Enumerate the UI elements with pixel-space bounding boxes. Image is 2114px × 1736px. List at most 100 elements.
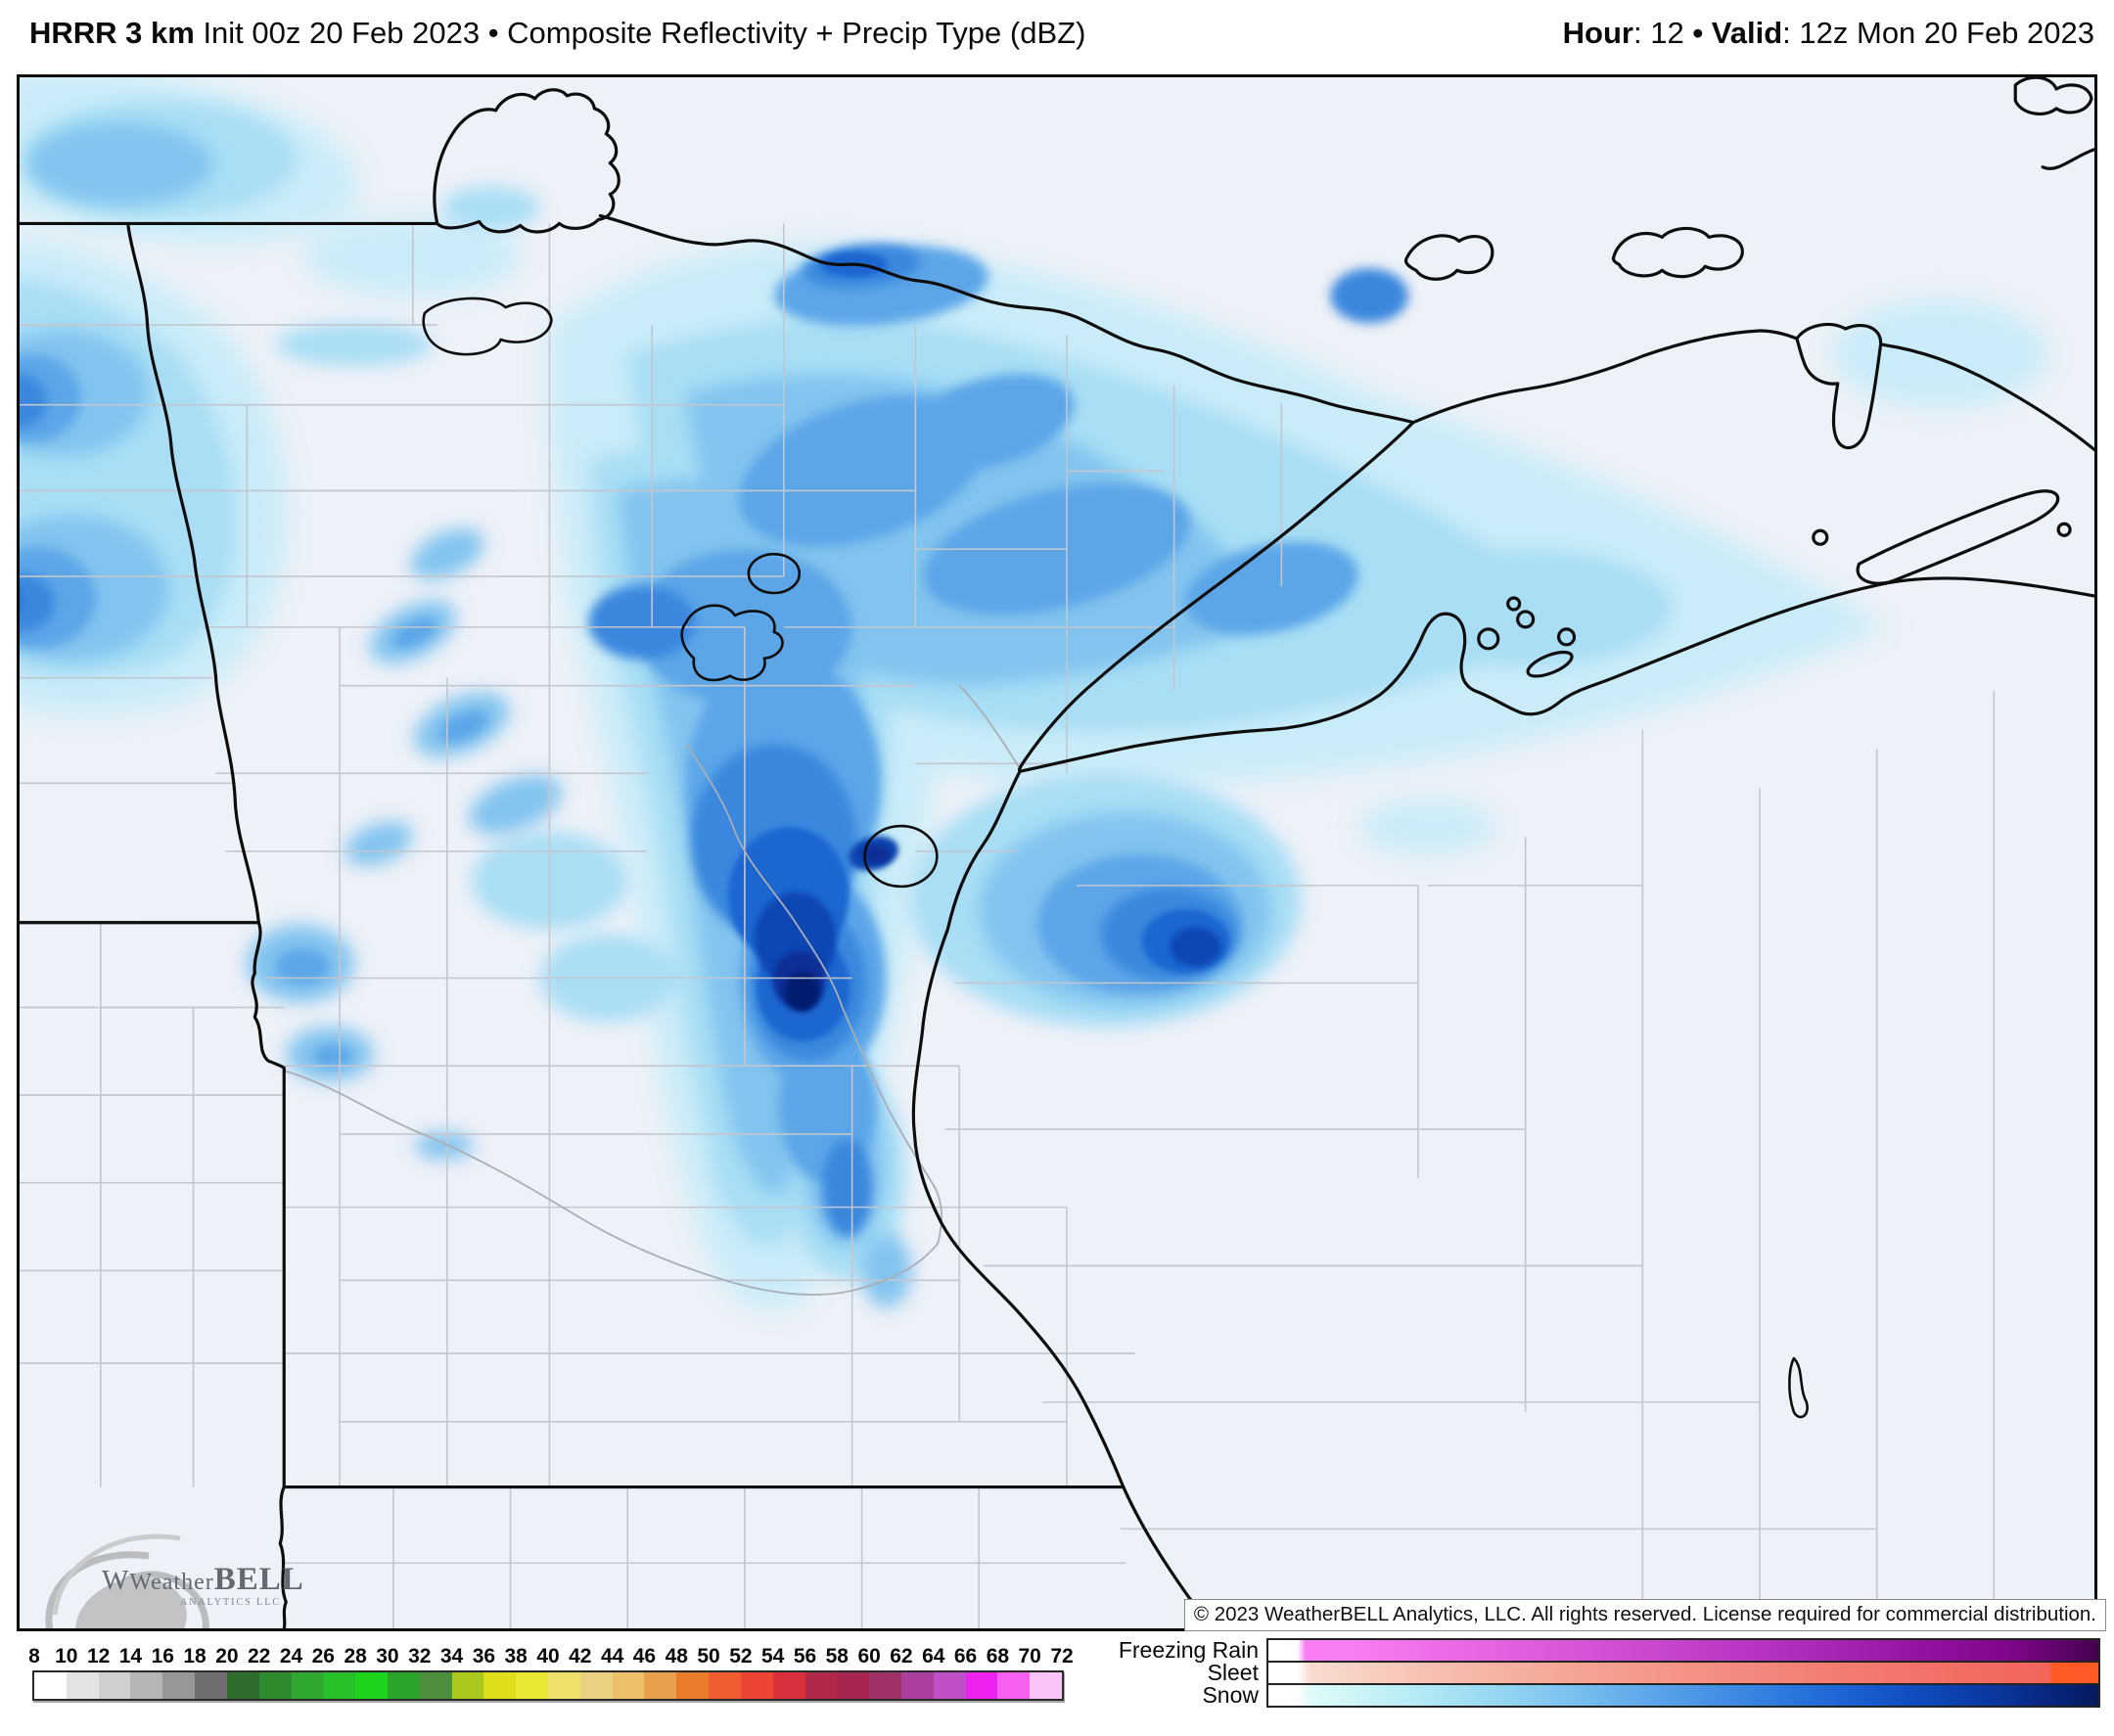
dbz-color-segment bbox=[676, 1672, 710, 1699]
dbz-color-segment bbox=[291, 1672, 324, 1699]
state-borders bbox=[20, 77, 2094, 1628]
dbz-tick-label: 66 bbox=[953, 1645, 978, 1667]
dbz-ticks: 8 10 12 14 16 18 20 22 24 26 28 30 32 34 36 38 40 42 44 46 4… bbox=[28, 1645, 1074, 1668]
dbz-color-segment bbox=[226, 1672, 259, 1699]
dbz-tick-label: 54 bbox=[761, 1645, 785, 1667]
apostle-islands bbox=[1477, 596, 1577, 678]
dbz-tick-label: 24 bbox=[279, 1645, 303, 1667]
ptype-label: Snow bbox=[1202, 1682, 1259, 1708]
ptype-colorbar bbox=[1266, 1683, 2100, 1708]
dbz-tick-label: 26 bbox=[311, 1645, 335, 1667]
title-rest: Init 00z 20 Feb 2023 • Composite Reflect… bbox=[194, 16, 1086, 50]
lakes bbox=[422, 297, 1809, 1419]
dbz-color-segment bbox=[195, 1672, 227, 1699]
dbz-tick-label: 20 bbox=[215, 1645, 239, 1667]
dbz-color-segment bbox=[387, 1672, 420, 1699]
dbz-tick-label: 36 bbox=[472, 1645, 496, 1667]
dbz-tick-label: 18 bbox=[183, 1645, 207, 1667]
dbz-color-segment bbox=[740, 1672, 773, 1699]
dbz-color-segment bbox=[34, 1672, 67, 1699]
dbz-color-segment bbox=[162, 1672, 196, 1699]
dbz-color-segment bbox=[997, 1672, 1031, 1699]
ptype-legend: Freezing Rain Sleet Snow bbox=[1094, 1637, 2100, 1708]
river-lines bbox=[283, 685, 1021, 1296]
dbz-color-segment bbox=[516, 1672, 548, 1699]
dbz-tick-label: 12 bbox=[86, 1645, 111, 1667]
ptype-row: Snow bbox=[1094, 1682, 2100, 1708]
hour-label: Hour bbox=[1562, 16, 1633, 50]
dbz-color-segment bbox=[66, 1672, 99, 1699]
ptype-colorbar bbox=[1266, 1638, 2100, 1663]
dbz-tick-label: 46 bbox=[632, 1645, 657, 1667]
dbz-tick-label: 52 bbox=[729, 1645, 753, 1667]
dbz-color-segment bbox=[355, 1672, 388, 1699]
lake-winnibigoshish bbox=[747, 552, 802, 595]
dbz-tick-label: 48 bbox=[665, 1645, 688, 1667]
mille-lacs-lake bbox=[863, 824, 939, 889]
dbz-color-segment bbox=[612, 1672, 645, 1699]
dbz-tick-label: 34 bbox=[439, 1645, 464, 1667]
county-borders bbox=[20, 223, 1996, 1628]
dbz-tick-label: 68 bbox=[986, 1645, 1010, 1667]
valid-label: Valid bbox=[1711, 16, 1783, 50]
dbz-color-segment bbox=[98, 1672, 131, 1699]
isle-royale bbox=[1856, 489, 2060, 585]
snow-reflectivity-layer bbox=[20, 77, 2048, 1310]
dbz-tick-label: 62 bbox=[890, 1645, 913, 1667]
dbz-color-segment bbox=[644, 1672, 677, 1699]
wisconsin-lake bbox=[1788, 1356, 1809, 1419]
dbz-tick-label: 58 bbox=[825, 1645, 849, 1667]
dbz-colorbar bbox=[32, 1670, 1064, 1701]
copyright-notice: © 2023 WeatherBELL Analytics, LLC. All r… bbox=[1183, 1599, 2106, 1631]
dbz-color-segment bbox=[709, 1672, 741, 1699]
dbz-tick-label: 42 bbox=[569, 1645, 592, 1667]
map-canvas[interactable]: WWeatherBELL ANALYTICS LLC bbox=[17, 74, 2097, 1631]
ptype-label: Sleet bbox=[1207, 1660, 1259, 1685]
leech-lake bbox=[680, 604, 784, 682]
dbz-tick-label: 60 bbox=[857, 1645, 881, 1667]
ptype-colorbar bbox=[1266, 1661, 2100, 1685]
dbz-tick-label: 16 bbox=[151, 1645, 174, 1667]
map-svg bbox=[20, 77, 2094, 1628]
model-name: HRRR 3 km bbox=[29, 16, 195, 50]
dbz-tick-label: 56 bbox=[793, 1645, 817, 1667]
valid-value: : 12z Mon 20 Feb 2023 bbox=[1782, 16, 2094, 50]
dbz-tick-label: 10 bbox=[55, 1645, 78, 1667]
dbz-tick-label: 30 bbox=[376, 1645, 399, 1667]
dbz-color-segment bbox=[483, 1672, 517, 1699]
dbz-color-segment bbox=[548, 1672, 580, 1699]
header: HRRR 3 km Init 00z 20 Feb 2023 • Composi… bbox=[0, 0, 2114, 72]
dbz-color-segment bbox=[323, 1672, 356, 1699]
red-lakes bbox=[422, 297, 553, 356]
valid-time: Hour: 12 • Valid: 12z Mon 20 Feb 2023 bbox=[1563, 16, 2094, 51]
dbz-color-segment bbox=[837, 1672, 870, 1699]
dbz-color-segment bbox=[419, 1672, 452, 1699]
dbz-color-segment bbox=[965, 1672, 998, 1699]
map-title: HRRR 3 km Init 00z 20 Feb 2023 • Composi… bbox=[29, 16, 1085, 51]
dbz-tick-label: 50 bbox=[697, 1645, 720, 1667]
dbz-tick-label: 72 bbox=[1050, 1645, 1074, 1667]
lake-of-the-woods bbox=[433, 88, 620, 234]
dbz-tick-label: 14 bbox=[118, 1645, 143, 1667]
dbz-tick-label: 64 bbox=[922, 1645, 945, 1667]
dbz-color-segment bbox=[451, 1672, 484, 1699]
dbz-tick-label: 32 bbox=[408, 1645, 432, 1667]
dbz-color-segment bbox=[772, 1672, 805, 1699]
dbz-color-segment bbox=[804, 1672, 838, 1699]
dbz-tick-label: 28 bbox=[344, 1645, 367, 1667]
hour-value: : 12 bbox=[1632, 16, 1684, 50]
dbz-tick-label: 70 bbox=[1018, 1645, 1041, 1667]
dbz-tick-label: 22 bbox=[248, 1645, 271, 1667]
dbz-color-segment bbox=[579, 1672, 613, 1699]
ptype-label: Freezing Rain bbox=[1118, 1637, 1259, 1663]
dbz-tick-label: 8 bbox=[28, 1645, 40, 1667]
dbz-tick-label: 40 bbox=[536, 1645, 560, 1667]
dbz-color-segment bbox=[130, 1672, 163, 1699]
dbz-color-segment bbox=[869, 1672, 901, 1699]
dbz-tick-label: 38 bbox=[504, 1645, 528, 1667]
dbz-color-segment bbox=[933, 1672, 966, 1699]
dbz-color-segment bbox=[258, 1672, 292, 1699]
dbz-tick-label: 44 bbox=[600, 1645, 624, 1667]
dbz-color-segment bbox=[900, 1672, 934, 1699]
